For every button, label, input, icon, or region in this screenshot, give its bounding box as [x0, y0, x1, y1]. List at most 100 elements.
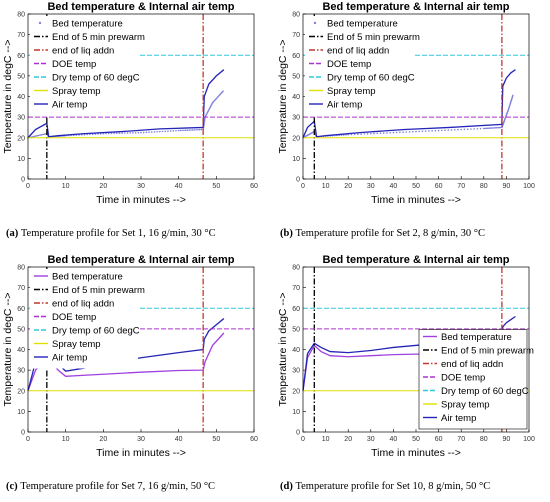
data-point [476, 127, 479, 130]
data-point [395, 131, 398, 134]
x-tick-label: 70 [457, 183, 465, 190]
y-tick-label: 30 [17, 368, 25, 375]
data-point [150, 131, 153, 133]
data-point [186, 129, 189, 131]
data-point [450, 129, 453, 131]
x-tick-label: 50 [212, 183, 220, 190]
data-point [140, 131, 142, 134]
caption-text: Temperature profile for Set 10, 8 g/min,… [295, 481, 490, 492]
data-point [105, 132, 107, 135]
x-tick-label: 20 [99, 183, 107, 190]
data-point [121, 132, 123, 134]
data-point [357, 133, 359, 136]
data-point [479, 127, 482, 130]
data-point [198, 128, 201, 131]
legend: Bed temperature End of 5 min prewarm end o… [30, 269, 145, 369]
data-point [164, 130, 167, 133]
legend-label: DOE temp [52, 312, 96, 323]
chart-panel: Bed temperature & Internal air temp 0 10 20… [277, 1, 535, 239]
axes-frame [302, 13, 530, 180]
x-tick-label: 30 [367, 436, 375, 443]
caption-text: Temperature profile for Set 7, 16 g/min,… [20, 481, 215, 492]
y-tick-label: 50 [17, 73, 25, 80]
x-axis-label: Time in minutes --> [96, 194, 186, 206]
data-point [428, 130, 430, 132]
data-point [411, 130, 414, 133]
data-point [497, 126, 499, 129]
data-point [37, 134, 40, 137]
series-air-temp [302, 69, 516, 139]
legend-label: Dry temp of 60 degC [441, 386, 529, 397]
data-point [363, 133, 366, 135]
data-point [466, 128, 469, 131]
caption-label: (c) [6, 481, 20, 492]
y-tick-label: 50 [292, 326, 300, 333]
chart-panel: Bed temperature & Internal air temp 0 10 20… [2, 1, 258, 239]
legend-label: Spray temp [52, 339, 101, 350]
caption-text: Temperature profile for Set 2, 8 g/min, … [295, 228, 485, 239]
y-tick-label: 80 [292, 265, 300, 272]
data-point [382, 132, 385, 134]
data-point [181, 129, 183, 132]
legend-label: Spray temp [52, 86, 101, 97]
series-air-temp [27, 69, 225, 139]
x-tick-label: 100 [523, 183, 535, 190]
x-tick-label: 10 [62, 183, 70, 190]
data-point [193, 129, 196, 131]
y-tick-label: 70 [292, 285, 300, 292]
x-tick-label: 100 [523, 436, 535, 443]
data-point [177, 129, 180, 132]
legend-label: Bed temperature [327, 19, 398, 30]
y-axis-label: Temperature in degC --> [277, 292, 289, 406]
x-tick-label: 20 [344, 183, 352, 190]
data-point [39, 134, 41, 136]
data-point [366, 132, 369, 135]
y-tick-label: 0 [21, 177, 25, 184]
data-point [175, 129, 177, 132]
data-point [386, 132, 388, 134]
y-tick-label: 60 [292, 306, 300, 313]
data-point [434, 129, 437, 132]
y-tick-label: 0 [21, 430, 25, 437]
caption-label: (b) [280, 228, 295, 239]
data-point [137, 131, 140, 134]
data-point [190, 129, 192, 131]
data-point [485, 127, 488, 130]
legend: Bed temperature End of 5 min prewarm end o… [30, 16, 145, 116]
chart-title: Bed temperature & Internal air temp [47, 254, 234, 266]
y-tick-label: 30 [292, 368, 300, 375]
chart-title: Bed temperature & Internal air temp [322, 254, 509, 266]
y-tick-label: 20 [17, 388, 25, 395]
legend-label: Dry temp of 60 degC [52, 326, 140, 337]
x-tick-label: 50 [412, 436, 420, 443]
chart-panel: Bed temperature & Internal air temp 0 10 20… [277, 254, 535, 492]
data-point [350, 133, 353, 136]
data-point [402, 131, 404, 133]
data-point [184, 129, 187, 132]
x-tick-label: 10 [322, 183, 330, 190]
legend-swatch [313, 21, 317, 25]
data-point [418, 130, 421, 133]
data-point [483, 127, 485, 130]
axes-frame [302, 266, 530, 433]
legend-label: End of 5 min prewarm [327, 32, 420, 43]
y-tick-label: 0 [296, 430, 300, 437]
y-tick-label: 60 [292, 53, 300, 60]
series-bed-temperature [302, 94, 514, 139]
legend-label: End of 5 min prewarm [441, 346, 534, 357]
x-tick-label: 40 [175, 436, 183, 443]
x-tick-label: 30 [137, 183, 145, 190]
data-point [490, 127, 493, 129]
x-tick-label: 60 [435, 183, 443, 190]
x-tick-label: 20 [344, 436, 352, 443]
caption-text: Temperature profile for Set 1, 16 g/min,… [21, 228, 216, 239]
data-point [132, 132, 134, 134]
data-point [405, 131, 408, 133]
data-point [118, 132, 121, 134]
data-point [113, 132, 115, 135]
data-point [498, 126, 501, 129]
x-tick-label: 0 [301, 436, 305, 443]
caption-label: (d) [280, 481, 295, 492]
series-bed-temperature [27, 90, 224, 139]
y-tick-label: 80 [17, 12, 25, 19]
